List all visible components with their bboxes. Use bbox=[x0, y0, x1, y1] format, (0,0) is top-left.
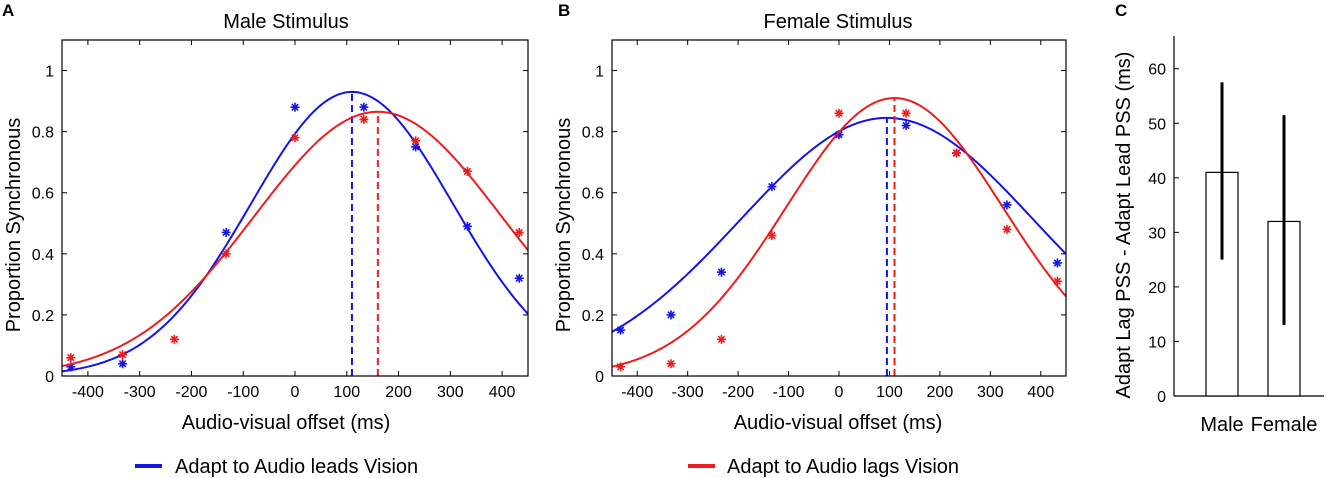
panel-b-leads-data-point bbox=[716, 267, 726, 277]
panel-b-xtick-label: -200 bbox=[722, 384, 754, 401]
panel-c-ytick-label: 10 bbox=[1148, 334, 1166, 351]
panel-c-ytick-label: 60 bbox=[1148, 62, 1166, 79]
panel-c-label: C bbox=[1115, 1, 1127, 20]
legend: Adapt to Audio leads Vision Adapt to Aud… bbox=[135, 456, 959, 478]
panel-a-ytick-label: 0.2 bbox=[32, 308, 54, 325]
panel-b-lags-data-point bbox=[666, 359, 676, 369]
panel-b-xtick-label: -300 bbox=[672, 384, 704, 401]
panel-c-ytick-label: 50 bbox=[1148, 116, 1166, 133]
panel-b-lags-data-point bbox=[901, 108, 911, 118]
panel-b-xtick-label: 300 bbox=[977, 384, 1004, 401]
panel-b-plot bbox=[611, 97, 1067, 376]
legend-label-audio-lags: Adapt to Audio lags Vision bbox=[727, 456, 959, 478]
panel-b-lags-data-point bbox=[1052, 276, 1062, 286]
panel-a-leads-data-point bbox=[462, 221, 472, 231]
panel-a-ytick-label: 0.4 bbox=[32, 247, 54, 264]
panel-b-xtick-label: 200 bbox=[927, 384, 954, 401]
panel-b-xtick-label: -100 bbox=[773, 384, 805, 401]
panel-a-xtick-label: -100 bbox=[227, 384, 259, 401]
panel-c-ytick-label: 0 bbox=[1157, 389, 1166, 406]
panel-a-lags-data-point bbox=[411, 136, 421, 146]
panel-a-leads-data-point bbox=[118, 359, 128, 369]
panel-c-ylabel: Adapt Lag PSS - Adapt Lead PSS (ms) bbox=[1113, 52, 1135, 399]
panel-a-label: A bbox=[2, 1, 14, 20]
panel-c-ytick-label: 30 bbox=[1148, 225, 1166, 242]
panel-b-axes: -400 -300 -200 -100 0 100 200 300 400 0 0.2 0.4 0.6 0… bbox=[582, 40, 1066, 401]
panel-a-lags-data-point bbox=[290, 133, 300, 143]
panel-a-axes: -400 -300 -200 -100 0 100 200 300 400 0 0.2 0.4 0.6 0… bbox=[32, 40, 528, 401]
panel-b-xlabel: Audio-visual offset (ms) bbox=[734, 412, 943, 434]
panel-c-axes: 0 10 20 30 40 50 60 Male Female bbox=[1148, 36, 1324, 436]
panel-c: C Adapt Lag PSS - Adapt Lead PSS (ms) 0 1… bbox=[1113, 1, 1324, 436]
panel-b-leads-data-point bbox=[767, 182, 777, 192]
panel-a-lags-fit-curve bbox=[61, 110, 529, 368]
panel-b-lags-data-point bbox=[1002, 224, 1012, 234]
panel-a-title: Male Stimulus bbox=[223, 11, 349, 33]
panel-a-ytick-label: 0.8 bbox=[32, 125, 54, 142]
panel-b-leads-data-point bbox=[901, 121, 911, 131]
panel-a-ytick-label: 1 bbox=[45, 64, 54, 81]
panel-a-lags-data-point bbox=[462, 166, 472, 176]
panel-b-leads-data-point bbox=[666, 310, 676, 320]
panel-c-ytick-label: 40 bbox=[1148, 171, 1166, 188]
panel-a-plot bbox=[61, 90, 529, 376]
panel-a-leads-data-point bbox=[221, 227, 231, 237]
panel-b-leads-data-point bbox=[1002, 200, 1012, 210]
panel-a-frame bbox=[61, 39, 529, 377]
panel-b-lags-fit-curve bbox=[611, 97, 1067, 368]
panel-a-xtick-label: 0 bbox=[291, 384, 300, 401]
panel-a-lags-data-point bbox=[66, 353, 76, 363]
panel-a-xtick-label: -200 bbox=[175, 384, 207, 401]
panel-c-category-label: Female bbox=[1251, 414, 1318, 436]
panel-b-ytick-label: 0.8 bbox=[582, 125, 604, 142]
panel-b-xtick-label: 0 bbox=[835, 384, 844, 401]
panel-a-xtick-label: 200 bbox=[385, 384, 412, 401]
panel-b-title: Female Stimulus bbox=[764, 11, 913, 33]
panel-c-plot bbox=[1205, 82, 1301, 397]
panel-b: B Female Stimulus Proportion Synchronous… bbox=[553, 1, 1067, 434]
panel-b-lags-data-point bbox=[767, 230, 777, 240]
panel-a-lags-data-point bbox=[221, 249, 231, 259]
panel-a-lags-data-point bbox=[514, 227, 524, 237]
panel-b-ytick-label: 1 bbox=[595, 64, 604, 81]
panel-a-leads-data-point bbox=[359, 102, 369, 112]
panel-a-leads-data-point bbox=[514, 273, 524, 283]
panel-b-frame bbox=[611, 39, 1067, 377]
panel-a-lags-data-point bbox=[359, 114, 369, 124]
panel-b-ytick-label: 0.6 bbox=[582, 186, 604, 203]
panel-b-leads-data-point bbox=[616, 325, 626, 335]
panel-a-xlabel: Audio-visual offset (ms) bbox=[182, 412, 391, 434]
panel-a-leads-data-point bbox=[290, 102, 300, 112]
panel-c-ytick-label: 20 bbox=[1148, 280, 1166, 297]
panel-a: A Male Stimulus Proportion Synchronous A… bbox=[2, 1, 529, 434]
panel-a-ytick-label: 0 bbox=[45, 369, 54, 386]
panel-c-category-label: Male bbox=[1200, 414, 1243, 436]
panel-b-label: B bbox=[558, 1, 570, 20]
panel-a-xtick-label: 300 bbox=[437, 384, 464, 401]
panel-b-lags-data-point bbox=[952, 148, 962, 158]
panel-b-ytick-label: 0.4 bbox=[582, 247, 604, 264]
panel-b-xtick-label: -400 bbox=[621, 384, 653, 401]
panel-b-ytick-label: 0 bbox=[595, 369, 604, 386]
panel-a-xtick-label: 400 bbox=[489, 384, 516, 401]
panel-b-leads-fit-curve bbox=[611, 116, 1067, 333]
panel-b-xtick-label: 100 bbox=[876, 384, 903, 401]
panel-b-ytick-label: 0.2 bbox=[582, 308, 604, 325]
panel-b-lags-data-point bbox=[716, 334, 726, 344]
panel-a-ylabel: Proportion Synchronous bbox=[3, 118, 25, 333]
panel-a-lags-data-point bbox=[169, 334, 179, 344]
panel-b-leads-data-point bbox=[1052, 258, 1062, 268]
panel-b-ylabel: Proportion Synchronous bbox=[553, 118, 575, 333]
panel-b-lags-data-point bbox=[616, 362, 626, 372]
panel-a-lags-data-point bbox=[118, 350, 128, 360]
legend-label-audio-leads: Adapt to Audio leads Vision bbox=[175, 456, 418, 478]
panel-a-xtick-label: 100 bbox=[333, 384, 360, 401]
panel-b-lags-data-point bbox=[834, 108, 844, 118]
panel-a-ytick-label: 0.6 bbox=[32, 186, 54, 203]
panel-a-xtick-label: -300 bbox=[124, 384, 156, 401]
panel-a-xtick-label: -400 bbox=[72, 384, 104, 401]
panel-b-xtick-label: 400 bbox=[1027, 384, 1054, 401]
